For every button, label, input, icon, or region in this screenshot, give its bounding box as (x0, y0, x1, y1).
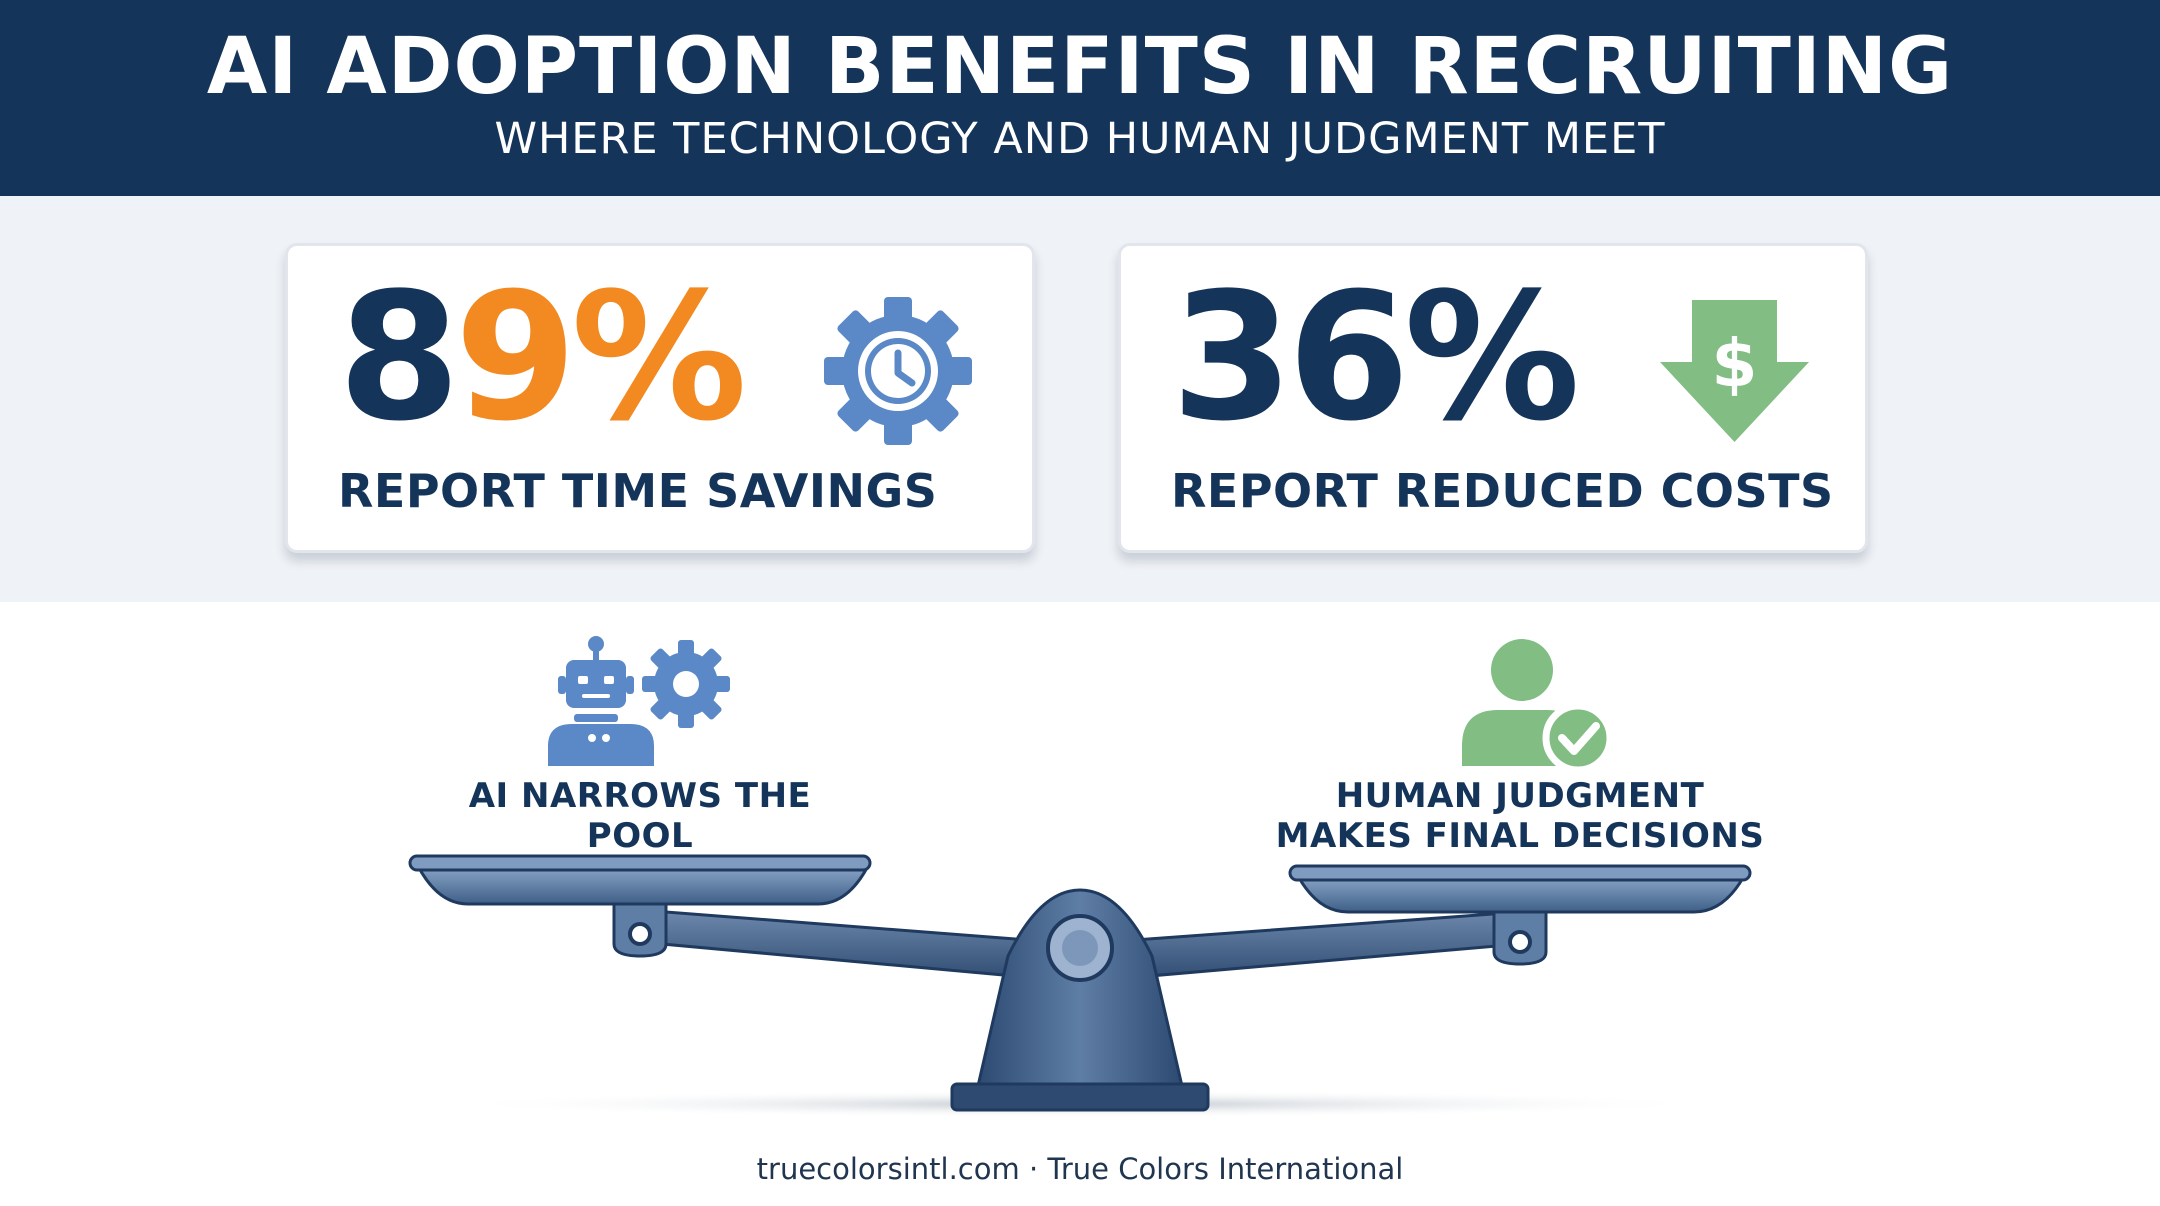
person-check-icon (1462, 639, 1614, 774)
scale-base (950, 1082, 1210, 1112)
time-savings-value: 89% (338, 270, 747, 446)
reduced-costs-value: 36% (1171, 255, 1580, 460)
reduced-costs-label: REPORT REDUCED COSTS (1171, 464, 1834, 518)
time-savings-card: 89% REPORT TIME SAVINGS (285, 243, 1035, 553)
time-savings-value-digit: 8 (338, 255, 460, 460)
human-side-label-line1: HUMAN JUDGMENT (1335, 776, 1705, 816)
svg-text:$: $ (1712, 325, 1758, 402)
ai-side-label-line2: POOL (586, 816, 694, 856)
ai-side-label-line1: AI NARROWS THE (468, 776, 812, 816)
time-savings-value-accent: 9% (454, 255, 747, 460)
header-banner: AI ADOPTION BENEFITS IN RECRUITING WHERE… (0, 0, 2160, 196)
left-pan (408, 854, 872, 906)
human-side-label: HUMAN JUDGMENT MAKES FINAL DECISIONS (1260, 776, 1780, 856)
robot-gear-icon (548, 636, 730, 766)
footer-credit: truecolorsintl.com · True Colors Interna… (756, 1152, 1404, 1186)
gear-clock-icon (824, 297, 972, 445)
dollar-down-arrow-icon: $ (1660, 300, 1809, 442)
right-pan (1288, 864, 1752, 914)
ai-side-label: AI NARROWS THE POOL (410, 776, 870, 856)
page-subtitle: WHERE TECHNOLOGY AND HUMAN JUDGMENT MEET (494, 114, 1666, 164)
page-title: AI ADOPTION BENEFITS IN RECRUITING (206, 22, 1954, 112)
time-savings-label: REPORT TIME SAVINGS (338, 464, 938, 518)
human-side-label-line2: MAKES FINAL DECISIONS (1275, 816, 1765, 856)
scale-fulcrum (976, 888, 1184, 1088)
reduced-costs-card: 36% REPORT REDUCED COSTS $ (1118, 243, 1868, 553)
